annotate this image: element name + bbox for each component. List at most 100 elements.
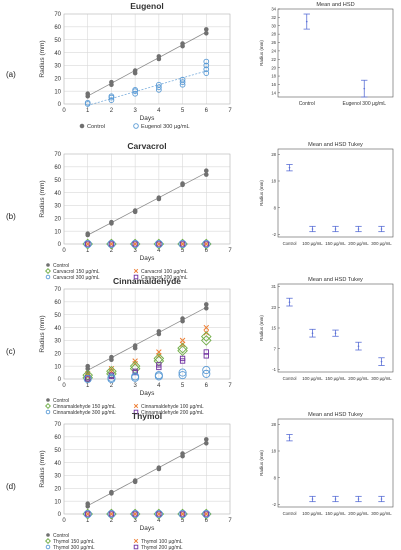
y-tick-label: 30 <box>54 474 61 480</box>
legend-label: Thymol 300 µg/mL <box>53 545 95 550</box>
y-axis-label: Radius (mm) <box>39 315 46 352</box>
data-point <box>85 231 91 237</box>
y-tick-label: 0 <box>58 102 62 108</box>
x-axis-label: Days <box>140 255 156 262</box>
legend-marker <box>45 544 51 550</box>
hsd-y-tick-label: -2 <box>272 502 276 507</box>
y-tick-label: 60 <box>54 300 61 306</box>
data-point <box>85 363 91 369</box>
hsd-category-label: 300 µg/mL <box>371 511 392 516</box>
y-tick-label: 20 <box>54 486 61 492</box>
x-tick-label: 3 <box>133 383 137 389</box>
x-tick-label: 4 <box>157 108 161 114</box>
chart-title: Thymol <box>132 411 162 421</box>
data-point <box>131 509 140 519</box>
legend-label: Carvacrol 100 µg/mL <box>141 269 188 275</box>
data-point <box>109 354 114 360</box>
hsd-category-label: 300 µg/mL <box>371 376 392 381</box>
x-tick-label: 7 <box>228 518 232 524</box>
x-tick-label: 4 <box>157 518 161 524</box>
hsd-y-tick-label: -1 <box>272 367 276 372</box>
hsd-plot-area <box>277 283 394 373</box>
legend-label: Thymol 150 µg/mL <box>53 539 95 545</box>
hsd-y-tick-label: 30 <box>271 23 276 28</box>
legend-label: Eugenol 300 µg/mL <box>141 124 190 130</box>
data-point <box>156 362 162 368</box>
hsd-mean <box>334 228 337 230</box>
hsd-category-label: 150 µg/mL <box>325 376 346 381</box>
data-point <box>202 365 211 375</box>
data-point <box>109 79 114 85</box>
trend-line <box>87 172 207 236</box>
growth-chart: Cinnamaldehyde 0 10 20 30 40 50 60 70 0 1 2 3 4 5 6 7 Day… <box>39 276 232 416</box>
data-point <box>85 241 91 247</box>
data-point <box>156 54 162 59</box>
legend-label: Control <box>87 124 105 130</box>
x-axis-label: Days <box>140 525 156 532</box>
legend-label: Control <box>53 398 69 404</box>
hsd-category-label: 200 µg/mL <box>348 241 369 246</box>
data-point <box>83 374 92 384</box>
data-point <box>203 302 209 307</box>
hsd-y-axis-label: Radius (mm) <box>259 315 264 341</box>
legend-label: Thymol 200 µg/mL <box>141 545 183 550</box>
hsd-y-tick-label: 16 <box>271 82 276 87</box>
data-point <box>203 437 209 442</box>
data-point <box>107 509 116 519</box>
x-tick-label: 1 <box>86 248 90 254</box>
legend-marker <box>133 268 139 274</box>
y-tick-label: 10 <box>54 89 61 95</box>
data-point <box>156 195 162 201</box>
y-tick-label: 10 <box>54 499 61 505</box>
y-tick-label: 30 <box>54 339 61 345</box>
hsd-y-tick-label: 23 <box>271 305 276 310</box>
data-point <box>132 511 138 517</box>
y-tick-label: 0 <box>58 377 62 383</box>
y-axis-label: Radius (mm) <box>39 180 46 217</box>
data-point <box>178 239 187 249</box>
data-point <box>156 329 162 334</box>
x-tick-label: 6 <box>205 383 209 389</box>
hsd-y-tick-label: 28 <box>271 152 276 157</box>
data-point <box>154 371 163 380</box>
data-point <box>203 353 209 359</box>
y-tick-label: 70 <box>54 12 61 18</box>
data-point <box>179 337 186 344</box>
x-tick-label: 1 <box>86 518 90 524</box>
y-tick-label: 60 <box>54 165 61 171</box>
hsd-chart: Mean and HSD Tukey -2 8 18 28 Radius (mm) Cont… <box>259 412 394 516</box>
y-tick-label: 50 <box>54 313 61 319</box>
hsd-y-tick-label: 18 <box>271 74 276 79</box>
x-tick-label: 1 <box>86 383 90 389</box>
x-tick-label: 5 <box>181 383 185 389</box>
hsd-chart: Mean and HSD Tukey -1 7 15 23 31 Radius (mm) Co… <box>259 277 394 381</box>
y-tick-label: 40 <box>54 461 61 467</box>
chart-title: Cinnamaldehyde <box>113 276 181 286</box>
hsd-category-label: 100 µg/mL <box>302 376 323 381</box>
y-tick-label: 0 <box>58 242 62 248</box>
x-tick-label: 6 <box>205 518 209 524</box>
data-point <box>203 168 209 174</box>
hsd-y-axis-label: Radius (mm) <box>259 450 264 476</box>
legend-label: Carvacrol 150 µg/mL <box>53 269 100 275</box>
hsd-category-label: 200 µg/mL <box>348 511 369 516</box>
data-point <box>132 208 138 213</box>
data-point <box>132 241 138 247</box>
data-point <box>178 371 187 380</box>
growth-chart: Eugenol 0 10 20 30 40 50 60 70 0 1 2 3 4 5 6 7 Days Radius… <box>39 1 232 130</box>
data-point <box>180 451 185 456</box>
panel-label: (c) <box>6 347 16 356</box>
hsd-y-tick-label: 24 <box>271 49 276 54</box>
x-tick-label: 2 <box>110 108 114 114</box>
legend-marker <box>133 538 139 544</box>
data-point <box>202 239 211 249</box>
hsd-mean <box>380 360 383 363</box>
legend-label: Cinnamaldehyde 100 µg/mL <box>141 404 204 410</box>
data-point <box>132 511 138 517</box>
growth-chart: Thymol 0 10 20 30 40 50 60 70 0 1 2 3 4 5 6 7 Days Radius … <box>39 411 232 550</box>
data-point <box>203 70 210 76</box>
data-point <box>203 511 209 517</box>
x-tick-label: 2 <box>110 518 114 524</box>
x-axis-label: Days <box>140 390 156 397</box>
hsd-category-label: Control <box>283 376 297 381</box>
